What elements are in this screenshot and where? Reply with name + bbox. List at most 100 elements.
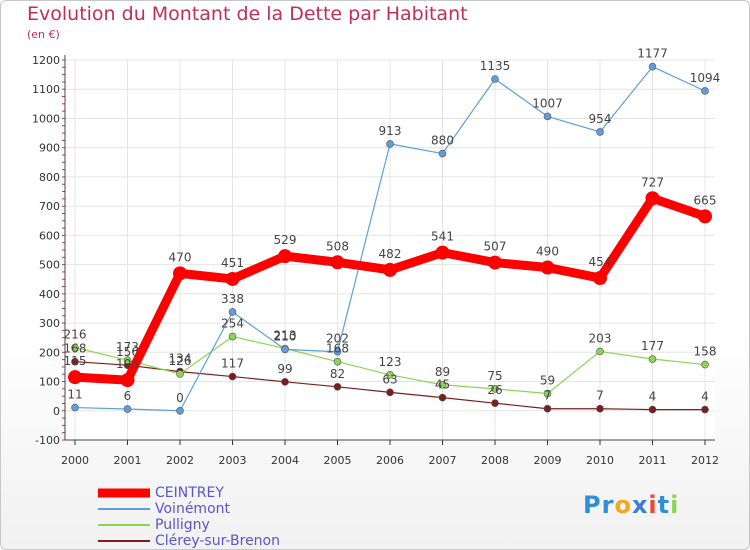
- data-label: 210: [274, 329, 297, 343]
- data-label: 11: [67, 388, 82, 402]
- logo-letter: i: [648, 491, 658, 519]
- data-point: [543, 389, 552, 398]
- data-label: 6: [124, 389, 132, 403]
- data-point: [488, 255, 502, 270]
- data-label: 203: [589, 331, 612, 345]
- chart-title: Evolution du Montant de la Dette par Hab…: [27, 3, 468, 25]
- data-point: [383, 262, 397, 277]
- data-label: 75: [487, 369, 502, 383]
- data-label: 541: [431, 230, 454, 244]
- data-label: 470: [169, 250, 192, 264]
- data-point: [648, 405, 657, 414]
- data-label: 1094: [690, 71, 721, 85]
- data-label: 454: [589, 255, 612, 269]
- legend-swatch: [98, 540, 150, 542]
- data-label: 117: [221, 357, 244, 371]
- data-point: [123, 405, 132, 413]
- data-label: 213: [274, 329, 297, 343]
- x-tick-label: 2005: [324, 454, 352, 467]
- data-point: [701, 405, 709, 414]
- data-point: [333, 382, 342, 391]
- data-point: [71, 343, 79, 352]
- data-point: [386, 140, 394, 148]
- legend-label: CEINTREY: [155, 485, 224, 501]
- x-tick-label: 2007: [429, 454, 457, 467]
- data-point: [491, 75, 499, 83]
- data-point: [438, 380, 447, 389]
- data-point: [593, 271, 607, 286]
- data-label: 665: [694, 193, 717, 207]
- data-point: [386, 388, 394, 397]
- data-label: 105: [116, 357, 139, 371]
- logo-letter: o: [614, 491, 632, 519]
- logo-letter: i: [670, 491, 680, 519]
- data-label: 123: [379, 355, 402, 369]
- data-point: [333, 347, 342, 356]
- legend-swatch: [98, 488, 150, 498]
- data-label: 26: [487, 383, 502, 397]
- data-point: [596, 404, 604, 413]
- data-label: 99: [277, 362, 292, 376]
- logo-letter: t: [657, 491, 671, 519]
- y-tick-label: 700: [39, 200, 60, 213]
- data-point: [176, 370, 184, 378]
- data-point: [228, 372, 237, 381]
- data-label: 7: [596, 389, 604, 403]
- data-point: [176, 406, 184, 415]
- data-label: 727: [641, 175, 664, 189]
- data-label: 202: [326, 332, 349, 346]
- legend-label: Voinémont: [155, 501, 230, 517]
- data-point: [596, 347, 604, 356]
- data-point: [648, 355, 657, 363]
- data-point: [173, 266, 187, 281]
- data-point: [281, 378, 289, 386]
- data-point: [648, 62, 657, 71]
- data-point: [68, 370, 82, 385]
- data-label: 451: [221, 256, 244, 270]
- data-label: 1135: [480, 59, 511, 73]
- x-tick-label: 2003: [219, 454, 247, 467]
- data-point: [438, 149, 447, 158]
- data-point: [228, 332, 237, 341]
- data-label: 168: [64, 342, 87, 356]
- data-point: [123, 356, 132, 365]
- data-point: [228, 308, 237, 316]
- data-point: [330, 255, 345, 270]
- data-point: [120, 373, 135, 388]
- y-tick-label: 1000: [32, 112, 60, 125]
- data-label: 880: [431, 134, 454, 148]
- data-point: [71, 403, 79, 412]
- data-label: 173: [116, 340, 139, 354]
- data-point: [701, 360, 709, 369]
- data-label: 254: [221, 317, 244, 331]
- data-label: 508: [326, 239, 349, 253]
- y-tick-label: 900: [39, 142, 60, 155]
- data-point: [333, 357, 342, 366]
- data-point: [225, 271, 240, 286]
- y-tick-label: 100: [39, 376, 60, 389]
- y-tick-label: 800: [39, 171, 60, 184]
- data-label: 63: [382, 372, 397, 386]
- data-point: [386, 371, 394, 379]
- x-tick-label: 2000: [61, 454, 89, 467]
- series-voin-mont: [71, 62, 709, 415]
- data-label: 115: [64, 354, 87, 368]
- data-point: [540, 260, 555, 275]
- data-point: [596, 128, 604, 136]
- legend-swatch: [98, 508, 150, 510]
- data-label: 158: [694, 345, 717, 359]
- y-tick-label: -100: [35, 434, 60, 447]
- data-label: 216: [64, 328, 87, 342]
- y-tick-label: 1200: [32, 54, 60, 67]
- x-tick-label: 2012: [691, 454, 719, 467]
- data-point: [543, 404, 552, 413]
- x-tick-label: 2002: [166, 454, 194, 467]
- data-point: [278, 249, 292, 264]
- x-tick-label: 2004: [271, 454, 299, 467]
- data-point: [491, 385, 499, 393]
- logo-letter: P: [583, 491, 602, 519]
- series-pulligny: [71, 332, 709, 398]
- y-tick-label: 300: [39, 317, 60, 330]
- logo-letter: r: [601, 491, 615, 519]
